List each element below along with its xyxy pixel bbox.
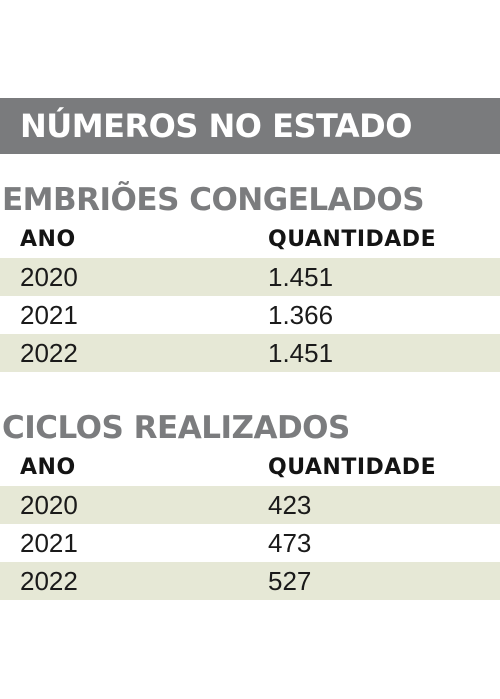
cell-quantity: 423 — [268, 489, 312, 520]
table-header-row: ANO QUANTIDADE — [0, 220, 500, 258]
cell-year: 2020 — [20, 261, 78, 292]
cell-year: 2021 — [20, 527, 78, 558]
table-row: 2022 1.451 — [0, 334, 500, 372]
section-title: CICLOS REALIZADOS — [2, 410, 350, 446]
header-quantidade: QUANTIDADE — [268, 454, 437, 480]
banner-title: NÚMEROS NO ESTADO — [20, 107, 412, 145]
cell-quantity: 1.451 — [268, 261, 334, 292]
table-row: 2020 423 — [0, 486, 500, 524]
table-row: 2020 1.451 — [0, 258, 500, 296]
table-row: 2022 527 — [0, 562, 500, 600]
section-title: EMBRIÕES CONGELADOS — [2, 182, 425, 218]
cell-quantity: 527 — [268, 565, 312, 596]
cell-quantity: 1.366 — [268, 299, 334, 330]
cell-year: 2022 — [20, 565, 78, 596]
header-quantidade: QUANTIDADE — [268, 226, 437, 252]
section-embrioes-congelados: EMBRIÕES CONGELADOS ANO QUANTIDADE 2020 … — [0, 180, 500, 372]
table-header-row: ANO QUANTIDADE — [0, 448, 500, 486]
header-ano: ANO — [20, 226, 76, 252]
page-banner: NÚMEROS NO ESTADO — [0, 98, 500, 154]
table-row: 2021 473 — [0, 524, 500, 562]
table-row: 2021 1.366 — [0, 296, 500, 334]
cell-quantity: 473 — [268, 527, 312, 558]
section-ciclos-realizados: CICLOS REALIZADOS ANO QUANTIDADE 2020 42… — [0, 408, 500, 600]
cell-year: 2021 — [20, 299, 78, 330]
cell-year: 2020 — [20, 489, 78, 520]
cell-quantity: 1.451 — [268, 337, 334, 368]
header-ano: ANO — [20, 454, 76, 480]
cell-year: 2022 — [20, 337, 78, 368]
